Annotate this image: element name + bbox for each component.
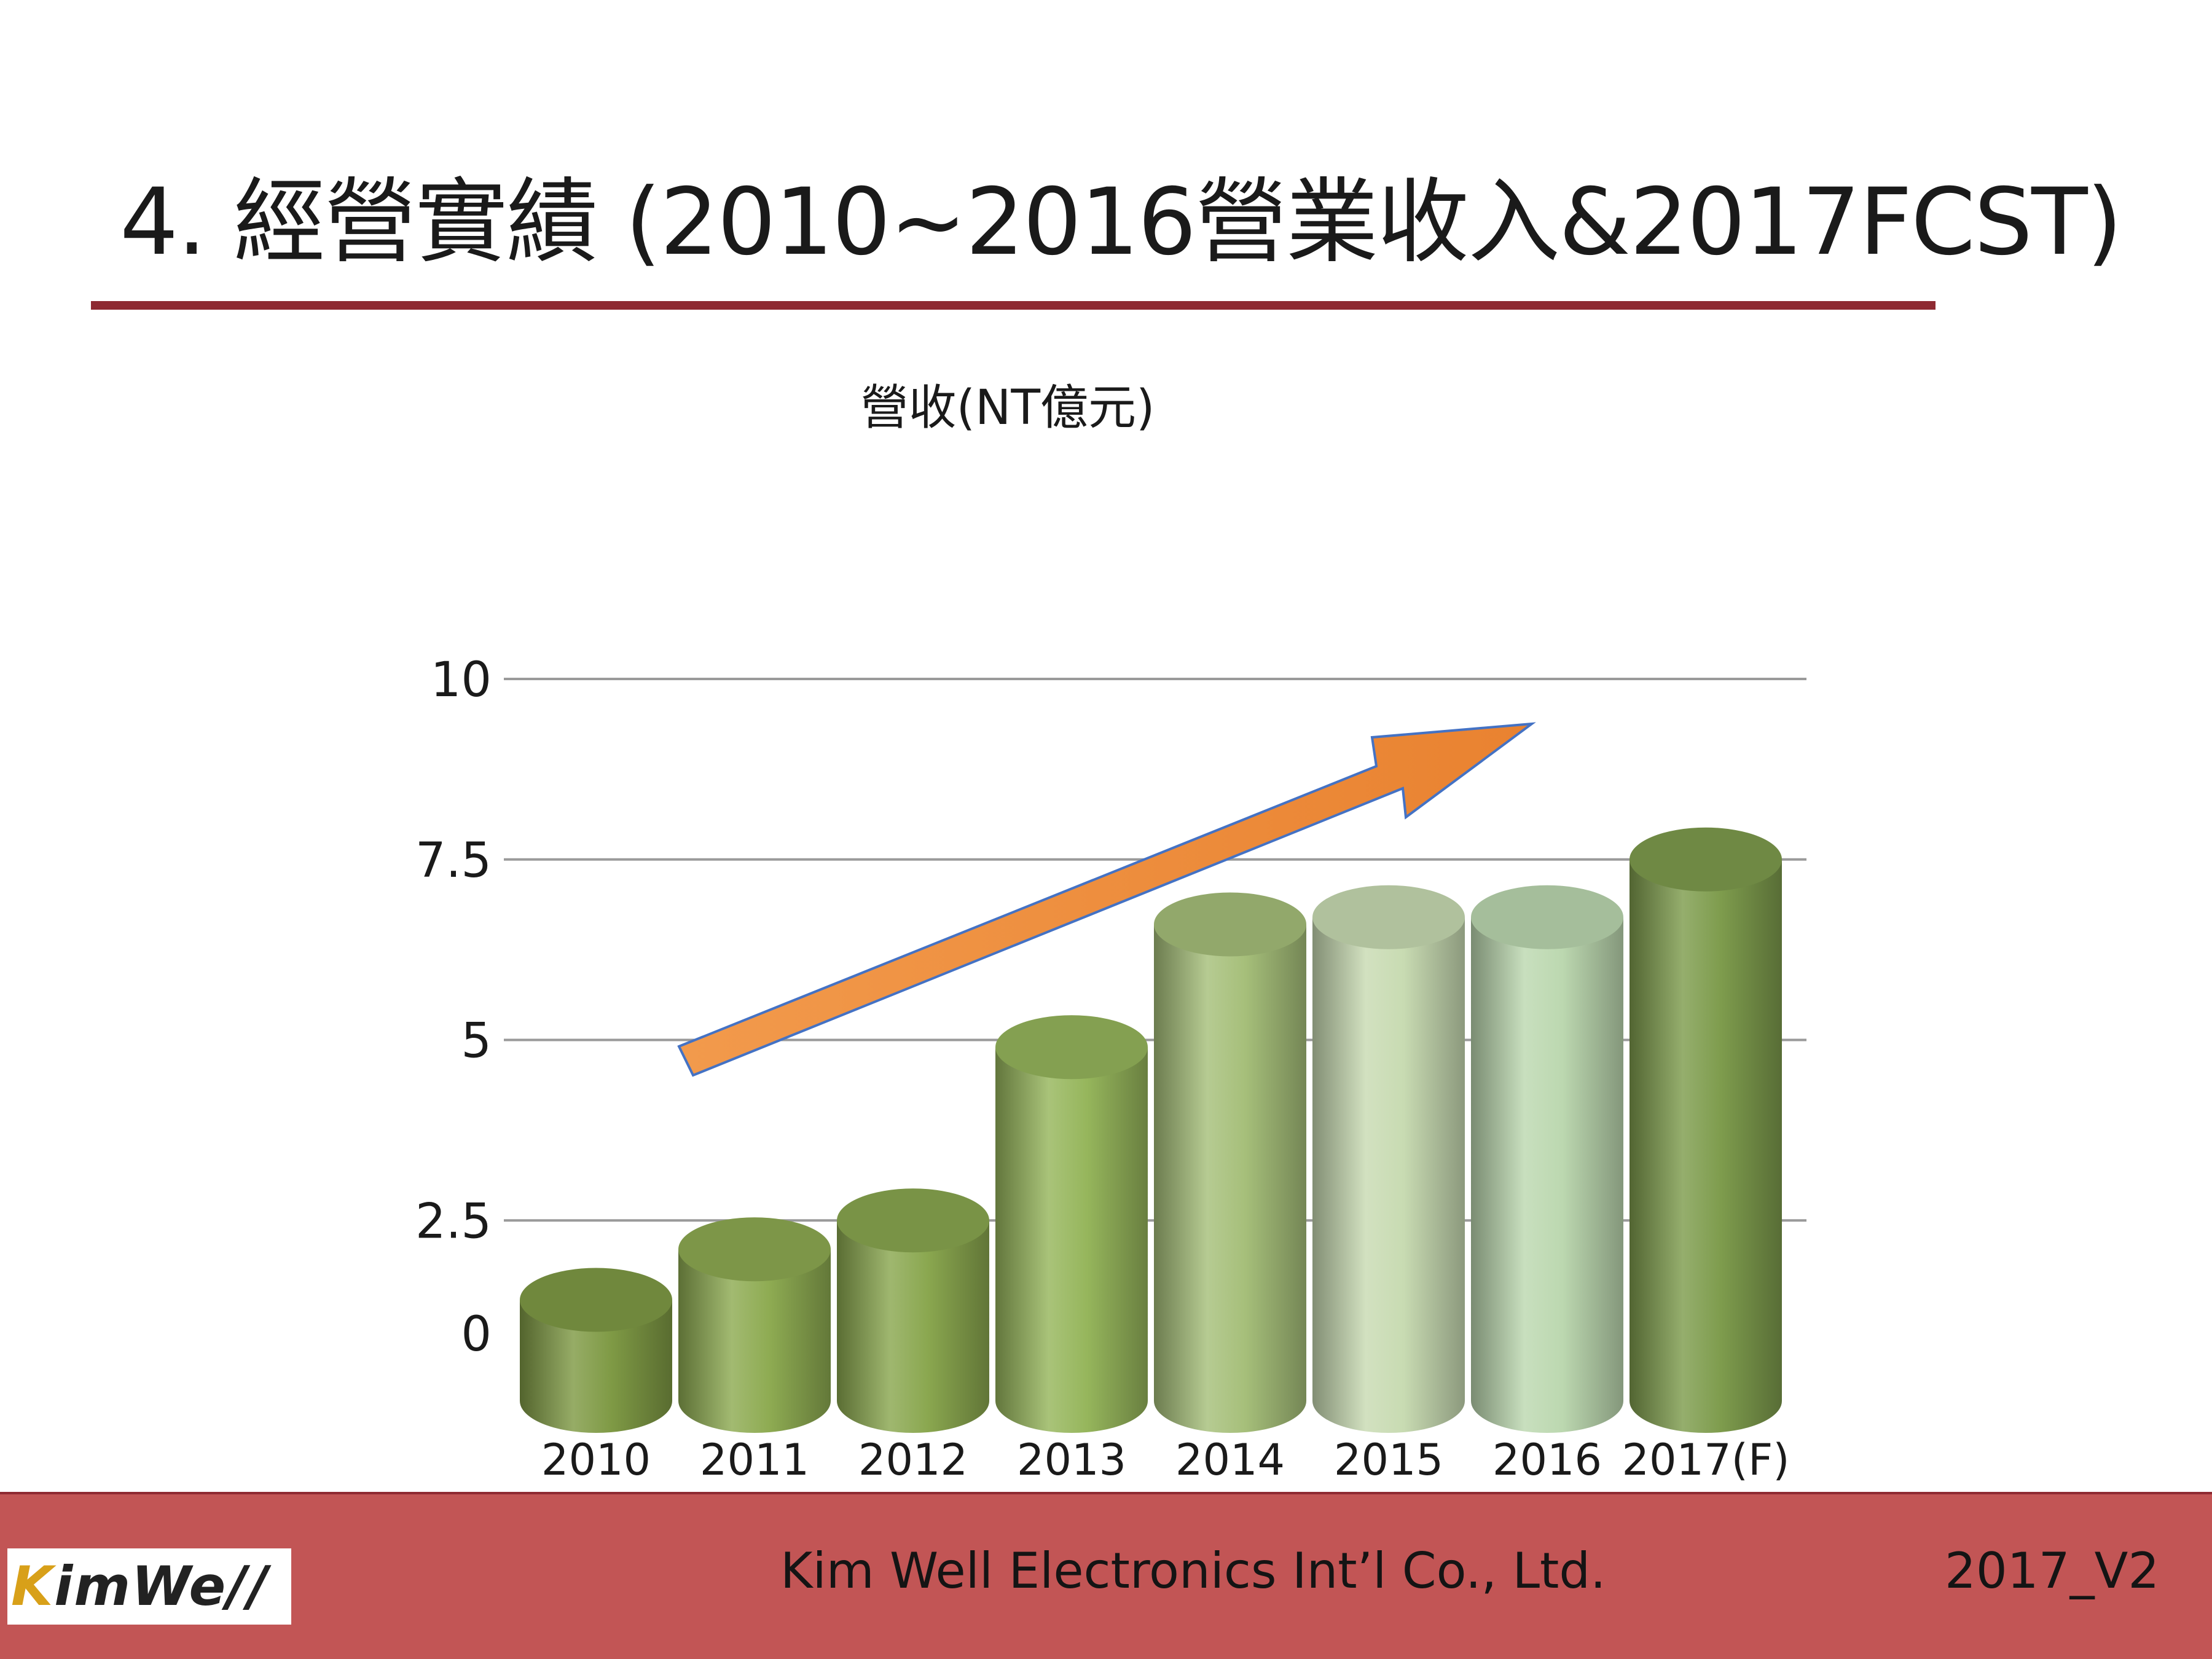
- company-logo: KimWe//: [7, 1548, 291, 1625]
- bar-top: [520, 1268, 672, 1332]
- bar-2016: [1471, 885, 1623, 1433]
- bar-2012: [837, 1188, 989, 1433]
- x-tick-label: 2015: [1334, 1435, 1443, 1485]
- x-tick-label: 2012: [858, 1435, 968, 1485]
- bar-body: [1471, 917, 1623, 1433]
- bar-body: [995, 1047, 1148, 1433]
- bar-top: [678, 1217, 831, 1282]
- logo-letter-k: K: [11, 1555, 55, 1618]
- x-tick-label: 2010: [541, 1435, 651, 1485]
- footer-bar: KimWe// Kim Well Electronics Int’l Co., …: [0, 1492, 2212, 1659]
- bar-body: [678, 1249, 831, 1433]
- bar-2011: [678, 1217, 831, 1433]
- bar-2014: [1154, 892, 1306, 1433]
- bar-top: [1312, 885, 1465, 949]
- bar-body: [1630, 859, 1782, 1433]
- x-tick-label: 2017(F): [1622, 1435, 1789, 1485]
- bar-2017(F): [1630, 827, 1782, 1433]
- bar-top: [1154, 892, 1306, 957]
- y-tick-label: 10: [431, 653, 492, 708]
- y-tick-label: 2.5: [415, 1194, 492, 1249]
- bar-top: [995, 1015, 1148, 1080]
- trend-arrow: [677, 722, 1536, 1077]
- bar-top: [1630, 827, 1782, 892]
- bar-body: [1154, 924, 1306, 1433]
- bar-body: [837, 1220, 989, 1433]
- y-tick-label: 5: [461, 1014, 492, 1069]
- y-tick-label: 7.5: [415, 833, 492, 888]
- bar-top: [1471, 885, 1623, 949]
- logo-text: imWe//: [54, 1555, 269, 1618]
- bar-top: [837, 1188, 989, 1253]
- x-tick-label: 2014: [1175, 1435, 1285, 1485]
- x-tick-label: 2013: [1017, 1435, 1126, 1485]
- bar-body: [520, 1300, 672, 1433]
- bar-body: [1312, 917, 1465, 1433]
- y-tick-label: 0: [461, 1307, 492, 1362]
- chart-title: 營收(NT億元): [861, 380, 1155, 436]
- bar-2010: [520, 1268, 672, 1433]
- x-tick-label: 2011: [700, 1435, 809, 1485]
- slide-title: 4. 經營實績 (2010~2016營業收入&2017FCST): [120, 169, 2122, 276]
- title-divider: [91, 301, 1936, 310]
- bar-2015: [1312, 885, 1465, 1433]
- company-name: Kim Well Electronics Int’l Co., Ltd.: [780, 1542, 1606, 1599]
- bar-2013: [995, 1015, 1148, 1433]
- version-label: 2017_V2: [1945, 1542, 2160, 1599]
- x-tick-label: 2016: [1492, 1435, 1602, 1485]
